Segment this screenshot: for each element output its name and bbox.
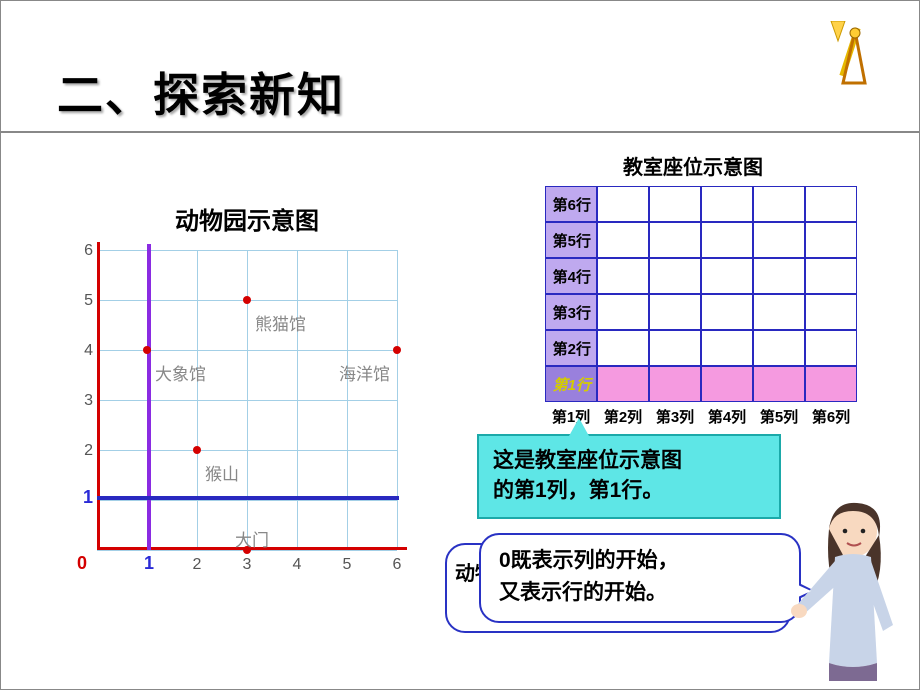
seat-cell: [701, 294, 753, 330]
seat-cell: [597, 366, 649, 402]
seat-cell: [701, 186, 753, 222]
compass-icon: [825, 21, 881, 91]
y-tick: 6: [69, 242, 93, 260]
point-label: 大门: [235, 526, 269, 551]
section-title: 二、探索新知: [57, 59, 345, 125]
seat-cell: [753, 222, 805, 258]
seat-cell: [753, 366, 805, 402]
seat-cell: [805, 366, 857, 402]
y-tick: 4: [69, 342, 93, 360]
speech-bubble-front: 0既表示列的开始， 又表示行的开始。: [479, 533, 801, 623]
seat-cell: [701, 366, 753, 402]
seat-cell: [597, 258, 649, 294]
seat-cell: [805, 186, 857, 222]
x-tick-1: 1: [139, 553, 159, 574]
point: [393, 346, 401, 354]
highlight-row-line: [97, 496, 399, 500]
row-label: 第1行: [553, 374, 591, 395]
x-tick: 3: [237, 556, 257, 574]
col-label: 第4列: [701, 406, 753, 427]
classroom-grid: 第6行第5行第4行第3行第2行第1行第1列第2列第3列第4列第5列第6列: [545, 186, 915, 402]
slide: 二、探索新知 动物园示意图 0 1 1 2 3 4 5 6 2 3 4 5 6 大象馆 熊猫馆海洋馆猴…: [0, 0, 920, 690]
seat-cell: [753, 186, 805, 222]
x-tick: 2: [187, 556, 207, 574]
point-label: 熊猫馆: [255, 310, 306, 335]
seat-cell: [701, 222, 753, 258]
seat-cell: [649, 222, 701, 258]
row-label: 第2行: [553, 338, 591, 359]
divider: [1, 131, 919, 133]
x-tick: 6: [387, 556, 407, 574]
point: [193, 446, 201, 454]
zoo-title: 动物园示意图: [67, 201, 427, 236]
x-tick: 5: [337, 556, 357, 574]
zoo-grid: [97, 250, 397, 550]
y-tick: 5: [69, 292, 93, 310]
seat-cell: [701, 258, 753, 294]
zoo-chart: 0 1 1 2345623456大象馆熊猫馆海洋馆猴山大门: [67, 250, 397, 580]
seat-cell: [649, 186, 701, 222]
speech-line2: 又表示行的开始。: [499, 577, 781, 609]
y-tick: 3: [69, 392, 93, 410]
classroom-title: 教室座位示意图: [493, 151, 893, 180]
col-label: 第6列: [805, 406, 857, 427]
zoo-diagram: 动物园示意图 0 1 1 2 3 4 5 6 2 3 4 5 6 大象馆 熊猫馆海洋馆猴山大门: [67, 201, 427, 580]
seat-cell: [753, 258, 805, 294]
y-tick-1: 1: [69, 487, 93, 508]
seat-cell: [649, 258, 701, 294]
row-label: 第3行: [553, 302, 591, 323]
highlight-col-line: [147, 244, 151, 550]
point-label: 大象馆: [155, 360, 206, 385]
y-axis: [97, 242, 100, 550]
seat-cell: [805, 294, 857, 330]
point: [143, 346, 151, 354]
seat-cell: [597, 294, 649, 330]
callout-line1: 这是教室座位示意图: [493, 446, 765, 476]
seat-cell: [597, 186, 649, 222]
seat-cell: [805, 222, 857, 258]
classroom-diagram: 教室座位示意图 第6行第5行第4行第3行第2行第1行第1列第2列第3列第4列第5…: [493, 151, 893, 402]
seat-cell: [597, 330, 649, 366]
seat-cell: [805, 330, 857, 366]
seat-cell: [597, 222, 649, 258]
y-tick: 2: [69, 442, 93, 460]
x-tick: 4: [287, 556, 307, 574]
col-label: 第5列: [753, 406, 805, 427]
row-label: 第6行: [553, 194, 591, 215]
origin-label: 0: [77, 553, 87, 574]
seat-cell: [753, 330, 805, 366]
seat-cell: [805, 258, 857, 294]
row-label: 第5行: [553, 230, 591, 251]
point-label: 猴山: [205, 460, 239, 485]
row-label: 第4行: [553, 266, 591, 287]
seat-cell: [649, 330, 701, 366]
seat-cell: [649, 366, 701, 402]
point: [243, 296, 251, 304]
callout-line2: 的第1列，第1行。: [493, 476, 765, 506]
seat-cell: [701, 330, 753, 366]
seat-cell: [649, 294, 701, 330]
col-label: 第3列: [649, 406, 701, 427]
col-label: 第2列: [597, 406, 649, 427]
point-label: 海洋馆: [339, 360, 390, 385]
seat-cell: [753, 294, 805, 330]
speech-line1: 0既表示列的开始，: [499, 545, 781, 577]
callout-highlight: 这是教室座位示意图 的第1列，第1行。: [477, 434, 781, 519]
